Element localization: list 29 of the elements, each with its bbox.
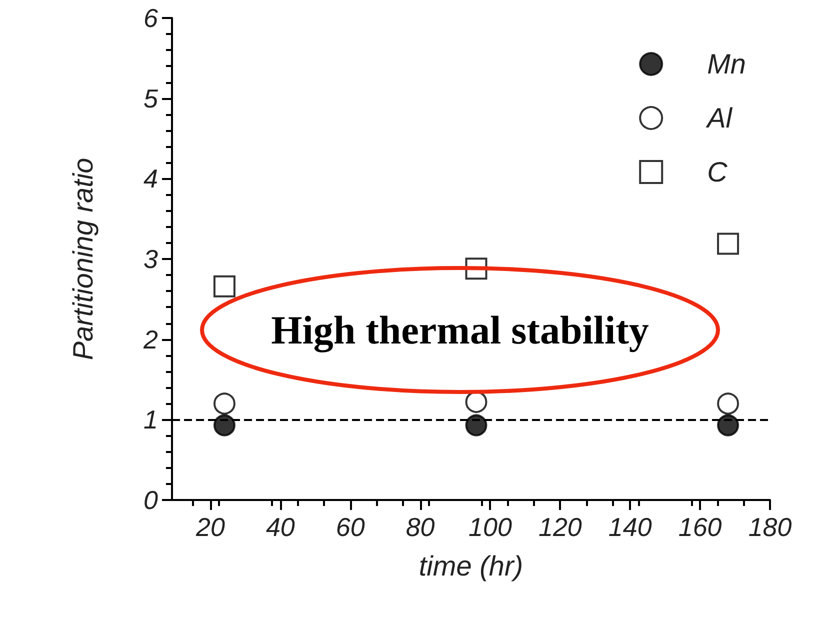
x-axis-title: time (hr): [418, 550, 524, 582]
y-tick-label: 1: [144, 404, 158, 435]
y-tick-label: 5: [144, 83, 159, 114]
legend-label: C: [707, 156, 728, 188]
legend-label: Mn: [707, 48, 746, 80]
x-tick-label: 40: [266, 512, 296, 542]
x-tick-label: 100: [468, 512, 512, 542]
y-tick-label: 3: [144, 244, 159, 274]
y-axis-title: Partitioning ratio: [68, 158, 98, 360]
x-tick-label: 80: [406, 512, 436, 542]
x-tick-label: 180: [748, 512, 792, 542]
x-tick-label: 60: [336, 512, 366, 542]
point: [213, 414, 236, 436]
y-tick-label: 4: [144, 164, 158, 194]
point: [465, 414, 488, 436]
y-tick-label: 2: [142, 324, 159, 354]
y-tick-label: 0: [144, 485, 159, 515]
x-tick-label: 20: [195, 512, 226, 542]
x-tick-label: 160: [678, 512, 722, 542]
point: [717, 392, 740, 415]
legend-label: Al: [705, 102, 733, 134]
annotation: High thermal stability: [271, 308, 649, 352]
x-tick-label: 120: [538, 512, 582, 542]
point: [717, 414, 740, 436]
x-tick-label: 140: [608, 512, 652, 542]
y-tick-label: 6: [144, 3, 159, 33]
point: [717, 232, 740, 255]
point: [213, 275, 236, 298]
point: [213, 392, 236, 415]
